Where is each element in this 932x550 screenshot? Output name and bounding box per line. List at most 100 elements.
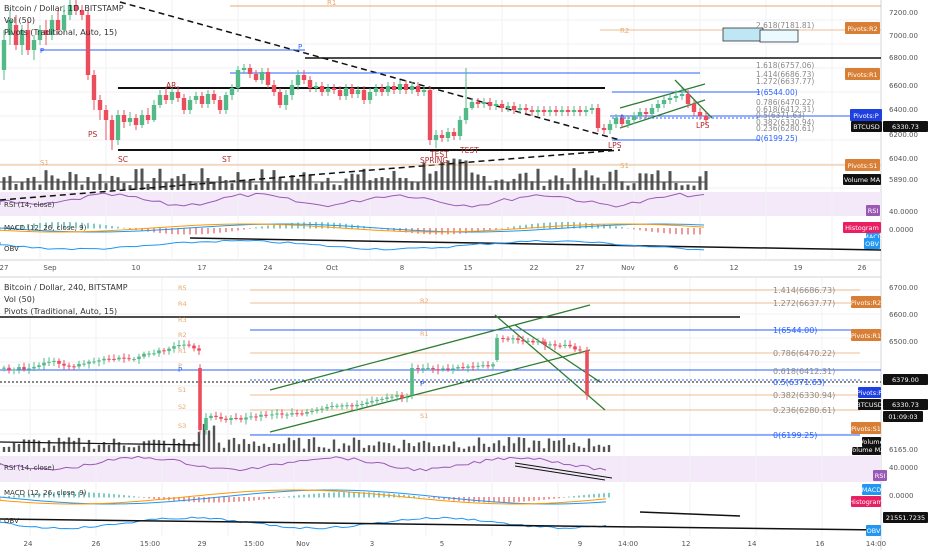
bottom-pivot-letter: R5 [178, 284, 187, 292]
top-macd-hist [459, 228, 461, 234]
top-volume-bar [368, 180, 372, 190]
bottom-candle-body [62, 363, 66, 366]
bottom-candle-body [548, 344, 552, 346]
top-candle-body [151, 105, 157, 120]
bottom-obv-short-line [639, 511, 741, 517]
bottom-badge-s1: Pivots:S1 [851, 425, 881, 433]
top-badge-rsi: RSI [868, 207, 879, 215]
top-volume-bar [614, 169, 618, 190]
bottom-volume-bar [127, 447, 131, 452]
bottom-macd-hist [518, 497, 520, 502]
bottom-volume-bar [567, 444, 571, 452]
top-volume-bar [302, 172, 306, 190]
top-candle-body [355, 90, 361, 94]
bottom-volume-bar [272, 443, 276, 452]
top-volume-bar [134, 169, 138, 190]
bottom-volume-bar [492, 443, 496, 452]
bottom-candle-body [142, 353, 146, 357]
top-macd-hist [255, 227, 257, 229]
bottom-candle-body [320, 408, 324, 410]
top-time-tick: 27 [0, 264, 8, 272]
top-macd-hist [225, 228, 227, 233]
bottom-volume-bar [557, 440, 561, 452]
top-volume-bar [170, 178, 174, 190]
bottom-candle-body [390, 396, 394, 398]
bottom-time-tick: 24 [24, 540, 33, 548]
bottom-candle-body [375, 399, 379, 402]
top-time-tick: Nov [621, 264, 635, 272]
bottom-time-tick: 15:00 [244, 540, 264, 548]
bottom-macd-hist [423, 496, 425, 498]
bottom-candle-body [132, 359, 136, 361]
top-volume-bar [14, 183, 18, 190]
top-time-tick: 6 [674, 264, 679, 272]
top-candle-body [145, 115, 151, 120]
top-volume-bar [128, 185, 132, 190]
bottom-candle-body [335, 405, 339, 407]
top-volume-bar [104, 183, 108, 190]
bottom-pivot-letter: R3 [178, 316, 187, 324]
bottom-signal-line [0, 489, 607, 505]
bottom-candle-body [573, 346, 577, 350]
bottom-volume-bar [112, 438, 116, 452]
bottom-volume-bar [362, 447, 366, 452]
bottom-macd-hist [13, 495, 15, 498]
bottom-candle-body [77, 363, 81, 367]
bottom-fib-label: 0.382(6330.94) [773, 391, 835, 400]
bottom-volume-bar [27, 439, 31, 452]
top-volume-bar [56, 178, 60, 190]
top-candle-body [127, 118, 133, 122]
bottom-volume-bar [332, 439, 336, 452]
bottom-candle-body [224, 418, 228, 420]
bottom-volume-bar [467, 446, 471, 452]
bottom-macd-hist [428, 497, 430, 499]
bottom-rsi-label: RSI (14, close) [4, 464, 55, 472]
top-volume-bar [242, 179, 246, 190]
top-badge-r2: Pivots:R2 [847, 25, 877, 33]
bottom-fib-label: 1(6544.00) [773, 326, 817, 335]
bottom-macd-hist [488, 497, 490, 503]
bottom-time-tick: 29 [198, 540, 207, 548]
top-macd-hist [615, 226, 617, 229]
top-macd-hist [285, 223, 287, 229]
bottom-candle-body [204, 418, 208, 430]
top-macd-hist [51, 222, 53, 229]
top-candle-body [103, 110, 109, 120]
top-p-mark: P [298, 43, 302, 51]
bottom-volume-bar [307, 439, 311, 452]
top-macd-hist [651, 228, 653, 232]
bottom-candle-body [305, 411, 309, 414]
top-candle-body [343, 88, 349, 96]
bottom-candle-body [82, 363, 86, 365]
top-macd-hist [627, 227, 629, 229]
top-macd-hist [177, 228, 179, 235]
bottom-macd-hist [253, 497, 255, 501]
top-time-tick: Oct [326, 264, 338, 272]
top-price-tick: 7000.00 [889, 32, 918, 40]
top-volume-bar [332, 184, 336, 190]
bottom-volume-bar [52, 445, 56, 452]
top-fib-label: 0(6199.25) [756, 134, 798, 143]
top-candle-body [115, 115, 121, 140]
bottom-volume-bar [422, 440, 426, 452]
bottom-volume-bar [442, 444, 446, 452]
bottom-time-tick: 26 [92, 540, 101, 548]
top-price-tick: 6800.00 [889, 54, 918, 62]
bottom-macd-hist [213, 497, 215, 503]
bottom-volume-bar [267, 446, 271, 452]
top-candle-body [169, 92, 175, 100]
bottom-candle-body [117, 357, 121, 360]
bottom-macd-hist [143, 497, 145, 498]
bottom-volume-bar [327, 448, 331, 452]
bottom-obv-label: OBV [4, 517, 19, 525]
top-macd-hist [183, 228, 185, 235]
bottom-volume-bar [472, 445, 476, 452]
bottom-volume-bar [452, 441, 456, 452]
bottom-badge-price: 6330.73 [892, 401, 919, 409]
bottom-macd-hist [158, 497, 160, 500]
bottom-macd-hist [313, 493, 315, 498]
bottom-volume-bar [522, 438, 526, 452]
top-candle-body [523, 108, 529, 110]
top-macd-hist [495, 228, 497, 230]
